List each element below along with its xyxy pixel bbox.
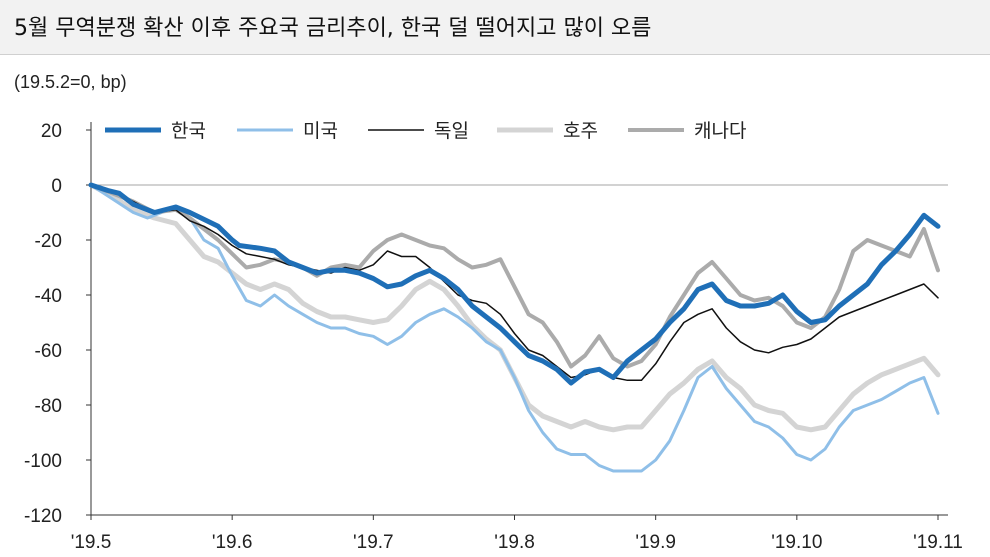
legend-label: 캐나다 — [694, 120, 746, 142]
x-tick-label: '19.9 — [635, 532, 676, 553]
x-tick-label: '19.11 — [913, 532, 963, 553]
y-tick-label: -40 — [35, 286, 62, 307]
x-tick-label: '19.6 — [212, 532, 253, 553]
y-tick-label: 0 — [51, 176, 62, 197]
unit-label: (19.5.2=0, bp) — [14, 72, 127, 92]
legend-label: 독일 — [434, 120, 469, 142]
legend-item: 독일 — [368, 120, 469, 142]
y-tick-label: -100 — [24, 451, 62, 472]
y-tick-label: -60 — [35, 341, 62, 362]
legend-item: 미국 — [237, 120, 338, 142]
y-tick-label: -80 — [35, 396, 62, 417]
x-tick-label: '19.7 — [353, 532, 394, 553]
legend-item: 호주 — [497, 120, 598, 142]
y-tick-label: -20 — [35, 231, 62, 252]
y-tick-label: 20 — [41, 121, 62, 142]
legend-item: 캐나다 — [628, 120, 746, 142]
series-line-2 — [89, 183, 940, 473]
series-line-5 — [89, 183, 940, 369]
chart-title: 5월 무역분쟁 확산 이후 주요국 금리추이, 한국 덜 떨어지고 많이 오름 — [14, 16, 652, 41]
series-line-4 — [88, 182, 941, 433]
title-bar: 5월 무역분쟁 확산 이후 주요국 금리추이, 한국 덜 떨어지고 많이 오름 — [0, 0, 990, 55]
legend-label: 호주 — [563, 120, 598, 142]
y-axis-ticks: 20 0 -20 -40 -60 -80 -100 -120 — [24, 121, 91, 527]
legend-label: 미국 — [303, 120, 338, 142]
legend-label: 한국 — [171, 120, 206, 142]
x-axis-ticks: '19.5 '19.6 '19.7 '19.8 '19.9 '19.10 '19.11 — [71, 515, 963, 553]
legend-item: 한국 — [105, 120, 206, 142]
series-lines — [88, 182, 941, 473]
series-line-3 — [90, 184, 939, 382]
x-tick-label: '19.10 — [771, 532, 822, 553]
x-tick-label: '19.8 — [494, 532, 535, 553]
legend: 한국 미국 독일 호주 캐나다 — [105, 120, 746, 142]
x-tick-label: '19.5 — [71, 532, 112, 553]
series-line-1 — [88, 182, 941, 386]
y-tick-label: -120 — [24, 506, 62, 527]
